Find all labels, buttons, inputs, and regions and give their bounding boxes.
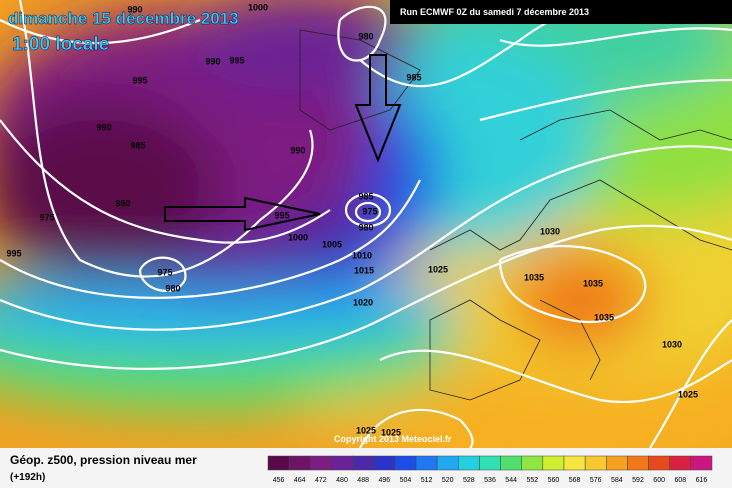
colorbar-label: 616 <box>696 477 708 484</box>
colorbar-swatch <box>669 455 692 471</box>
isobar-label: 995 <box>229 55 244 65</box>
isobar-label: 995 <box>274 210 289 220</box>
isobar-label: 995 <box>6 248 21 258</box>
isobar-label: 995 <box>132 75 147 85</box>
colorbar-swatch <box>373 455 396 471</box>
colorbar-label: 472 <box>315 477 327 484</box>
arrows <box>164 54 402 232</box>
colorbar-label: 464 <box>294 477 306 484</box>
colorbar-label: 552 <box>526 477 538 484</box>
colorbar-label: 496 <box>378 477 390 484</box>
colorbar-swatch <box>352 455 374 471</box>
isobar-label: 1035 <box>524 272 544 282</box>
colorbar-swatch <box>584 455 607 471</box>
colorbar-label: 592 <box>632 477 644 484</box>
colorbar-label: 488 <box>357 477 369 484</box>
colorbar-label: 576 <box>590 477 602 484</box>
colorbar-swatch <box>394 455 417 471</box>
colorbar-swatch <box>479 455 501 471</box>
colorbar-label: 544 <box>505 477 517 484</box>
colorbar-label: 480 <box>336 477 348 484</box>
isobar-label: 1030 <box>540 226 560 236</box>
isobar-label: 1015 <box>354 265 374 275</box>
colorbar-swatch <box>310 455 332 471</box>
colorbar-swatch <box>521 455 544 471</box>
isobar-label: 975 <box>362 206 377 216</box>
colorbar-swatch <box>606 455 628 471</box>
colorbar-swatch <box>415 455 438 471</box>
colorbar-label: 512 <box>421 477 433 484</box>
colorbar-label: 608 <box>674 477 686 484</box>
isobar-label: 1025 <box>381 427 401 437</box>
isobar-label: 1000 <box>248 2 268 12</box>
colorbar-label: 520 <box>442 477 454 484</box>
isobar-label: 985 <box>406 72 421 82</box>
colorbar-label: 568 <box>569 477 581 484</box>
footer-lead: (+192h) <box>10 472 45 483</box>
colorbar-swatch <box>563 455 586 471</box>
run-label: Run ECMWF 0Z du samedi 7 décembre 2013 <box>400 7 589 17</box>
isobar-label: 990 <box>290 145 305 155</box>
colorbar-label: 600 <box>653 477 665 484</box>
isobar-label: 1035 <box>594 312 614 322</box>
colorbar-swatch <box>288 455 311 471</box>
colorbar-swatch <box>627 455 649 471</box>
isobar-label: 990 <box>205 56 220 66</box>
isobar-label: 980 <box>358 31 373 41</box>
colorbar-label: 536 <box>484 477 496 484</box>
isobar-label: 1025 <box>356 425 376 435</box>
colorbar: 456 464 472 480 488 496 504 512 520 528 536 544 552 5… <box>267 455 713 484</box>
map-title: dimanche 15 décembre 2013 <box>8 9 239 28</box>
isobar-label: 975 <box>39 212 54 222</box>
isobar-label: 990 <box>127 4 142 14</box>
isobar-label: 1010 <box>352 250 372 260</box>
colorbar-label: 456 <box>273 477 285 484</box>
colorbar-label: 584 <box>611 477 623 484</box>
map-subtitle: 1:00 locale <box>12 34 109 55</box>
isobar-label: 975 <box>157 267 172 277</box>
copyright: Copyright 2013 Meteociel.fr <box>334 434 452 444</box>
footer-title: Géop. z500, pression niveau mer <box>10 453 197 467</box>
isobar-label: 1030 <box>662 339 682 349</box>
isobar-label: 990 <box>96 122 111 132</box>
colorbar-swatch <box>436 455 459 471</box>
colorbar-label: 560 <box>548 477 560 484</box>
isobar-label: 1025 <box>428 264 448 274</box>
isobar-label: 1005 <box>322 239 342 249</box>
colorbar-swatch <box>331 455 353 471</box>
colorbar-label: 528 <box>463 477 475 484</box>
isobar-label: 980 <box>165 283 180 293</box>
isobar-label: 985 <box>358 191 373 201</box>
colorbar-swatch <box>648 455 670 471</box>
colorbar-swatch <box>690 455 713 471</box>
colorbar-swatch <box>542 455 565 471</box>
isobar-label: 985 <box>130 140 145 150</box>
colorbar-swatch <box>500 455 522 471</box>
colorbar-swatch <box>267 455 290 471</box>
isobar-label: 1035 <box>583 278 603 288</box>
run-banner <box>390 0 732 24</box>
isobars <box>0 0 732 448</box>
isobar-label: 980 <box>115 198 130 208</box>
isobar-label: 980 <box>358 222 373 232</box>
colorbar-label: 504 <box>400 477 412 484</box>
coastlines <box>299 29 732 401</box>
colorbar-swatch <box>458 455 480 471</box>
isobar-label: 1020 <box>353 297 373 307</box>
isobar-label: 1025 <box>678 389 698 399</box>
isobar-label: 1000 <box>288 232 308 242</box>
